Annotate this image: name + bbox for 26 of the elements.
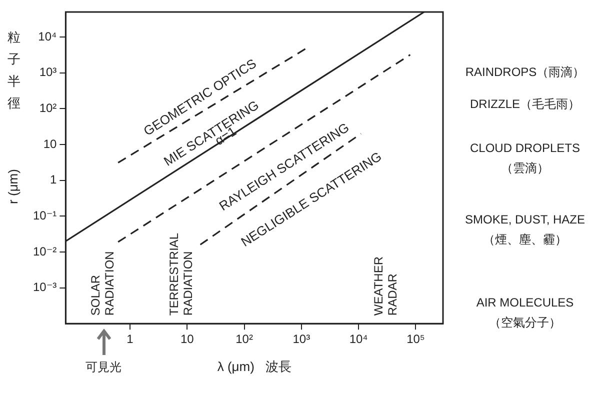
text: CLOUD DROPLETS （雲滴） <box>470 141 580 176</box>
text: RAINDROPS（雨滴） <box>465 65 585 80</box>
y-tick-label: 10⁴ <box>38 29 57 44</box>
y-tick-label: 10⁻¹ <box>32 208 57 222</box>
text: 粒子半徑 <box>8 30 20 111</box>
x-tick-label: 10⁵ <box>406 332 425 346</box>
text: DRIZZLE（毛毛雨） <box>470 96 580 111</box>
y-tick-label: 10³ <box>39 65 57 80</box>
y-tick-label: 10 <box>43 136 57 151</box>
text: SMOKE, DUST, HAZE （煙、塵、霾） <box>464 212 586 247</box>
x-tick-label: 10³ <box>292 332 310 346</box>
y-tick-label: 10⁻³ <box>32 280 57 294</box>
x-tick-label: 1 <box>126 332 134 346</box>
y-axis-title: r (μm) <box>6 169 21 204</box>
x-tick-label: 10⁴ <box>349 332 368 346</box>
y-tick-label: 1 <box>50 172 57 187</box>
text: 可見光 <box>86 360 122 374</box>
text: AIR MOLECULES （空氣分子） <box>476 295 574 330</box>
x-axis-title: λ (μm) 波長 <box>217 359 292 374</box>
x-tick-label: 10 <box>180 332 194 346</box>
annotation: TERRESTRIAL RADIATION <box>166 232 195 316</box>
y-tick-label: 10⁻² <box>32 244 57 258</box>
annotation: SOLAR RADIATION <box>88 251 116 316</box>
annotation: WEATHER RADAR <box>371 256 400 316</box>
x-tick-label: 10² <box>236 332 253 346</box>
y-tick-label: 10² <box>39 100 57 115</box>
